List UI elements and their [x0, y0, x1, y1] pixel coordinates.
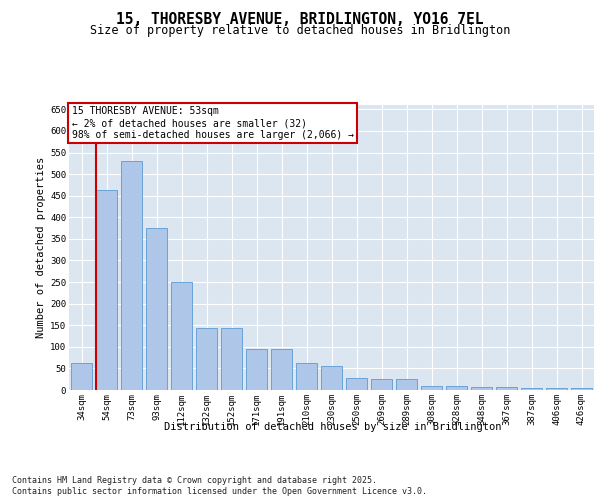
Bar — [321, 366, 342, 390]
Text: Contains public sector information licensed under the Open Government Licence v3: Contains public sector information licen… — [12, 487, 427, 496]
Text: 15 THORESBY AVENUE: 53sqm
← 2% of detached houses are smaller (32)
98% of semi-d: 15 THORESBY AVENUE: 53sqm ← 2% of detach… — [71, 106, 353, 140]
Text: 15, THORESBY AVENUE, BRIDLINGTON, YO16 7EL: 15, THORESBY AVENUE, BRIDLINGTON, YO16 7… — [116, 12, 484, 28]
Text: Size of property relative to detached houses in Bridlington: Size of property relative to detached ho… — [90, 24, 510, 37]
Bar — [296, 363, 317, 390]
Bar — [446, 386, 467, 390]
Bar — [421, 386, 442, 390]
Text: Distribution of detached houses by size in Bridlington: Distribution of detached houses by size … — [164, 422, 502, 432]
Bar — [96, 190, 117, 390]
Bar — [521, 388, 542, 390]
Bar — [271, 349, 292, 390]
Bar — [546, 388, 567, 390]
Y-axis label: Number of detached properties: Number of detached properties — [36, 157, 46, 338]
Bar — [396, 379, 417, 390]
Bar — [221, 328, 242, 390]
Text: Contains HM Land Registry data © Crown copyright and database right 2025.: Contains HM Land Registry data © Crown c… — [12, 476, 377, 485]
Bar — [121, 161, 142, 390]
Bar — [71, 363, 92, 390]
Bar — [571, 388, 592, 390]
Bar — [171, 282, 192, 390]
Bar — [371, 379, 392, 390]
Bar — [246, 349, 267, 390]
Bar — [346, 378, 367, 390]
Bar — [471, 387, 492, 390]
Bar — [196, 328, 217, 390]
Bar — [146, 228, 167, 390]
Bar — [496, 387, 517, 390]
